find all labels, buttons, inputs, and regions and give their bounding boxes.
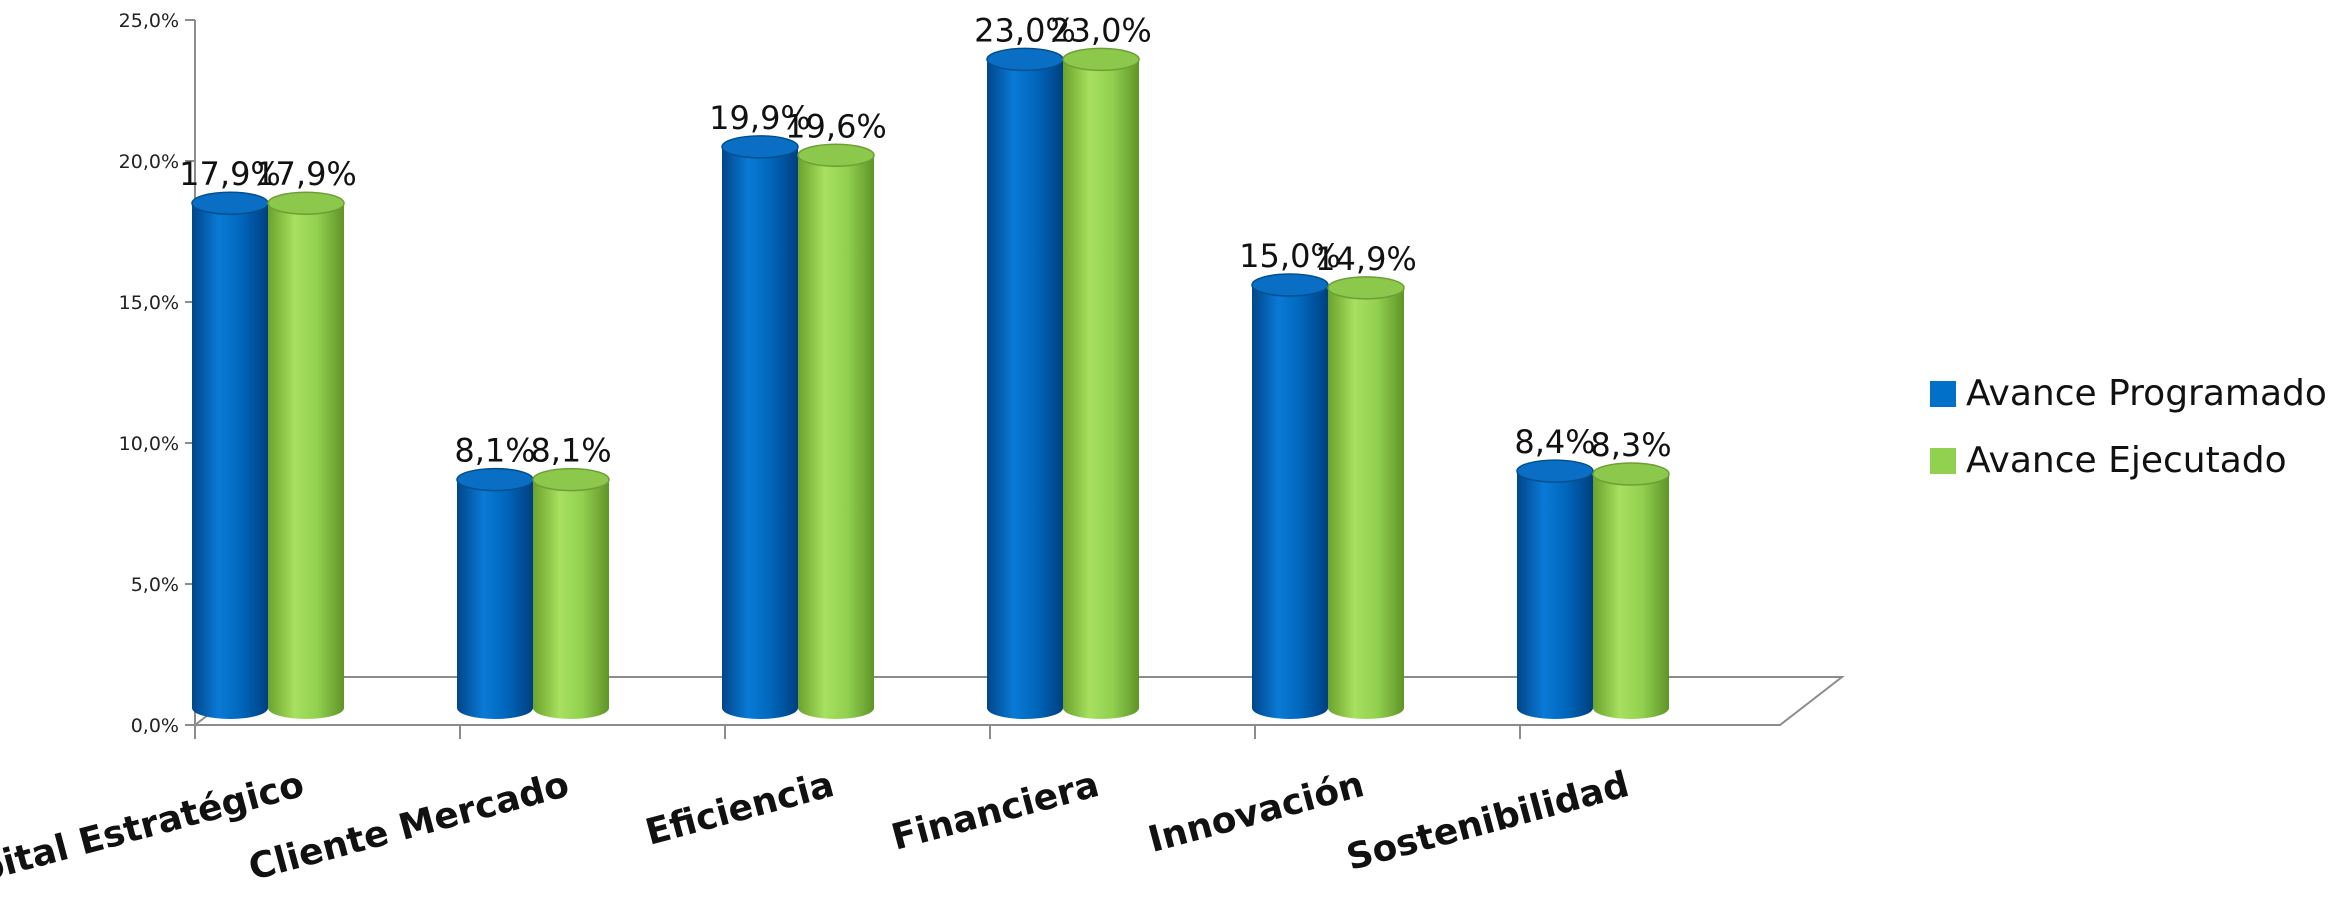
bar-top <box>191 191 269 215</box>
bar-body <box>1063 59 1139 719</box>
legend-item-1: Avance Ejecutado <box>1930 440 2287 481</box>
bar-body <box>457 479 533 719</box>
data-label: 8,3% <box>1590 426 1671 464</box>
data-label: 17,9% <box>255 155 357 193</box>
y-tick-label: 15,0% <box>119 292 179 314</box>
bar-top <box>1251 273 1329 297</box>
y-tick-label: 10,0% <box>119 433 179 455</box>
legend-item-0: Avance Programado <box>1930 373 2327 414</box>
bar-body <box>1328 287 1404 719</box>
legend-label: Avance Programado <box>1966 373 2327 414</box>
bar-top <box>1516 459 1594 483</box>
data-label: 19,6% <box>785 107 887 145</box>
bar-ejecutado-3 <box>1062 47 1140 719</box>
bar-body <box>533 479 609 719</box>
y-tick-label: 5,0% <box>131 574 179 596</box>
legend: Avance Programado Avance Ejecutado <box>1930 373 2327 481</box>
bar-programado-2 <box>721 135 799 719</box>
data-label: 19,9% <box>709 99 811 137</box>
bar-ejecutado-5 <box>1592 462 1670 719</box>
legend-swatch <box>1930 448 1956 474</box>
bar-ejecutado-2 <box>797 143 875 719</box>
bar-body <box>268 203 344 719</box>
data-label: 23,0% <box>974 11 1076 49</box>
y-tick-label: 0,0% <box>131 715 179 737</box>
legend-label: Avance Ejecutado <box>1966 440 2287 481</box>
data-label: 8,1% <box>454 432 535 470</box>
data-labels: 17,9%17,9% 8,1%8,1% 19,9%19,6% 23,0%23,0% 15… <box>179 11 1671 469</box>
bar-top <box>1062 47 1140 72</box>
bar-top <box>532 467 610 492</box>
bar-ejecutado-4 <box>1327 276 1405 719</box>
bar-programado-1 <box>456 467 534 719</box>
data-label: 17,9% <box>179 155 281 193</box>
bar-ejecutado-1 <box>532 467 610 719</box>
data-label: 15,0% <box>1239 237 1341 275</box>
bar-top <box>1592 462 1670 486</box>
bar-top <box>721 135 799 159</box>
data-label: 14,9% <box>1315 240 1417 278</box>
bars <box>191 47 1670 720</box>
bar-top <box>986 47 1064 72</box>
category-label: Sostenibilidad <box>1342 764 1633 879</box>
data-label: 23,0% <box>1050 11 1152 49</box>
bar-body <box>987 59 1063 719</box>
bar-programado-5 <box>1516 459 1594 719</box>
y-tick-label: 25,0% <box>119 10 179 32</box>
bar-top <box>456 467 534 492</box>
bar-body <box>798 155 874 719</box>
bar-body <box>1517 471 1593 719</box>
data-label: 8,4% <box>1514 423 1595 461</box>
bar-body <box>722 146 798 719</box>
category-label: Financiera <box>887 764 1103 859</box>
y-tick-label: 20,0% <box>119 151 179 173</box>
data-label: 8,1% <box>530 432 611 470</box>
bar-top <box>797 143 875 168</box>
bar-ejecutado-0 <box>267 191 345 719</box>
bar-body <box>1593 473 1669 719</box>
bar-top <box>1327 276 1405 300</box>
bar-programado-0 <box>191 191 269 720</box>
bar-programado-3 <box>986 47 1064 719</box>
bar-programado-4 <box>1251 273 1329 719</box>
category-label: Eficiencia <box>641 764 838 854</box>
category-label: Innovación <box>1144 764 1368 861</box>
bar-body <box>1252 285 1328 719</box>
bar-body <box>192 203 268 720</box>
legend-swatch <box>1930 381 1956 407</box>
bar-top <box>267 191 345 215</box>
